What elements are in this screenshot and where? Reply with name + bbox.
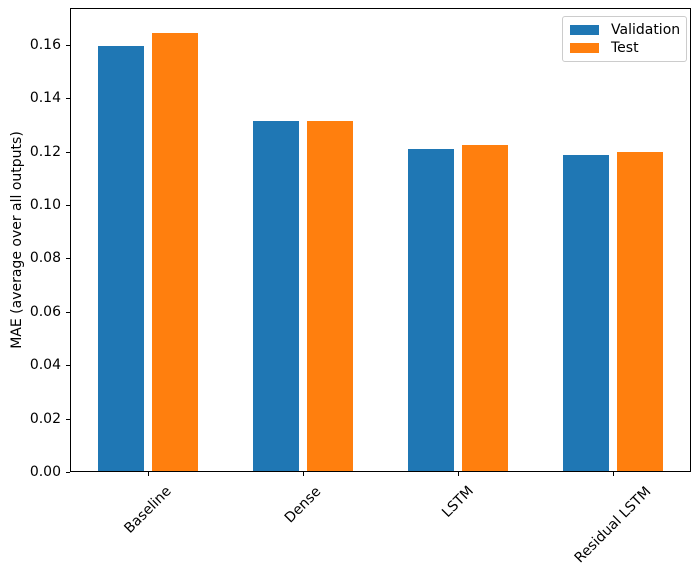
y-tick-label: 0.16 bbox=[29, 36, 61, 53]
y-tick-label: 0.04 bbox=[29, 357, 61, 374]
legend-label-validation: Validation bbox=[611, 22, 681, 38]
y-tick-mark bbox=[66, 44, 70, 46]
y-tick-mark bbox=[66, 365, 70, 367]
x-tick-label: Dense bbox=[281, 483, 325, 526]
x-tick-label: Baseline bbox=[121, 483, 176, 537]
bar-validation-dense bbox=[253, 121, 300, 471]
legend-label-test: Test bbox=[611, 40, 639, 56]
plot-area: Validation Test bbox=[70, 8, 691, 472]
bar-test-baseline bbox=[152, 33, 199, 471]
y-tick-mark bbox=[66, 418, 70, 420]
y-tick-mark bbox=[66, 311, 70, 313]
legend-swatch-test bbox=[570, 43, 599, 53]
y-tick-label: 0.02 bbox=[29, 410, 61, 427]
bar-test-dense bbox=[307, 121, 354, 471]
x-tick-mark bbox=[612, 472, 614, 476]
y-tick-mark bbox=[66, 258, 70, 260]
bar-validation-residual-lstm bbox=[562, 154, 609, 471]
y-tick-label: 0.06 bbox=[29, 303, 61, 320]
x-tick-label: LSTM bbox=[439, 483, 477, 521]
y-tick-label: 0.00 bbox=[29, 464, 61, 480]
legend-item-validation: Validation bbox=[570, 21, 681, 39]
legend: Validation Test bbox=[562, 16, 687, 62]
bar-validation-baseline bbox=[98, 46, 145, 471]
x-tick-mark bbox=[303, 472, 305, 476]
y-tick-mark bbox=[66, 204, 70, 206]
bar-validation-lstm bbox=[407, 149, 454, 471]
x-tick-mark bbox=[148, 472, 150, 476]
y-tick-label: 0.12 bbox=[29, 143, 61, 160]
y-tick-label: 0.14 bbox=[29, 90, 61, 107]
x-tick-label: Residual LSTM bbox=[571, 483, 654, 567]
legend-item-test: Test bbox=[570, 39, 679, 57]
y-tick-mark bbox=[66, 472, 70, 473]
y-tick-label: 0.10 bbox=[29, 196, 61, 213]
bar-test-residual-lstm bbox=[616, 151, 663, 471]
y-tick-label: 0.08 bbox=[29, 250, 61, 267]
bar-test-lstm bbox=[461, 145, 508, 471]
y-tick-mark bbox=[66, 151, 70, 153]
y-tick-mark bbox=[66, 98, 70, 100]
legend-swatch-validation bbox=[570, 25, 599, 35]
x-tick-mark bbox=[457, 472, 459, 476]
